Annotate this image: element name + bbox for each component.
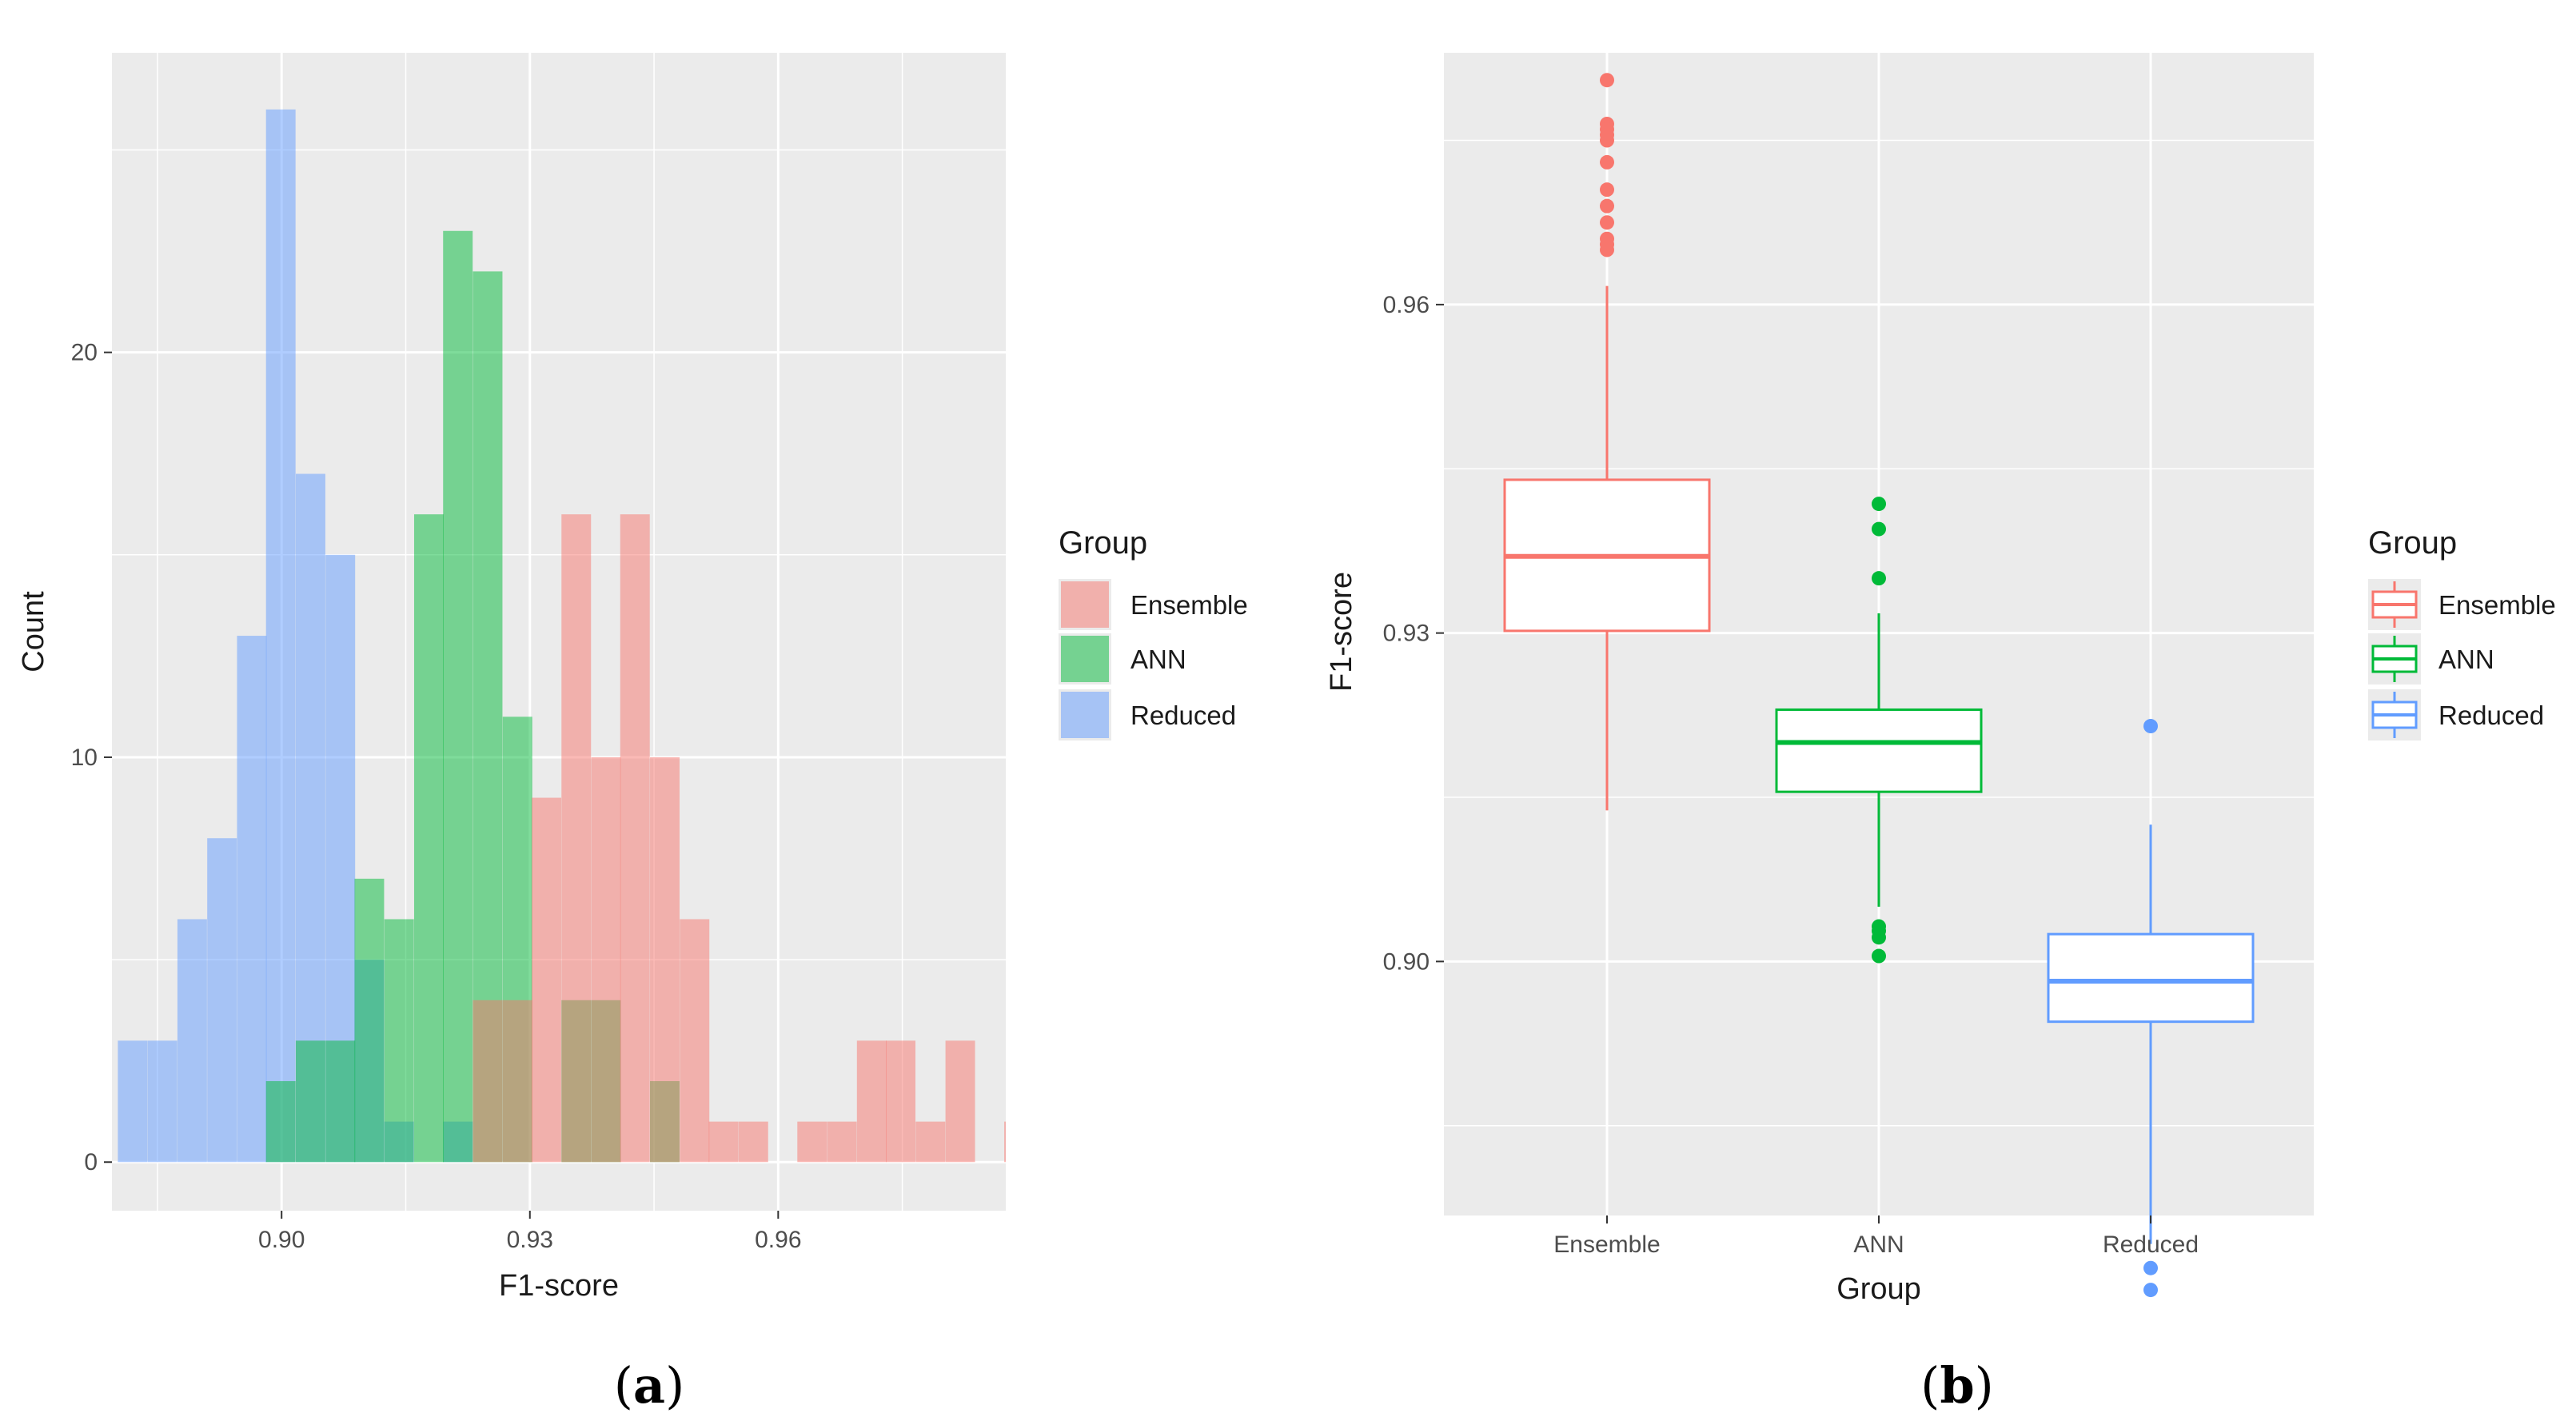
- histogram-bar-reduced: [177, 919, 207, 1163]
- histogram-legend: Group Ensemble ANN Reduced: [1059, 525, 1248, 740]
- boxplot-outlier-point: [1600, 198, 1614, 214]
- histogram-bar-reduced: [237, 636, 267, 1163]
- boxplot-legend-title: Group: [2368, 525, 2457, 561]
- histogram-bar-ann: [384, 919, 414, 1163]
- boxplot-x-tick-label: Reduced: [2103, 1231, 2199, 1258]
- boxplot-x-tick-label: Ensemble: [1553, 1231, 1660, 1258]
- histogram-bar-ensemble: [650, 756, 680, 1163]
- histogram-bar-ensemble: [708, 1121, 739, 1163]
- histogram-y-tick-label: 20: [71, 340, 98, 366]
- boxplot-y-axis-title: F1-score: [1325, 572, 1358, 692]
- boxplot-group-ensemble: [1503, 73, 1711, 811]
- histogram-bar-reduced: [147, 1040, 177, 1163]
- boxplot-outlier-point: [1872, 571, 1886, 586]
- boxplot-outlier-point: [2143, 1260, 2158, 1275]
- boxplot-legend-label-ann: ANN: [2438, 645, 2494, 674]
- histogram-legend-label-ensemble: Ensemble: [1130, 590, 1248, 620]
- histogram-bar-ensemble: [827, 1121, 857, 1163]
- boxplot-outlier-point: [1872, 948, 1886, 964]
- panel-label-a: (a): [614, 1356, 685, 1415]
- boxplot-group-ann: [1775, 497, 1983, 964]
- boxplot-boxes: [1503, 73, 2255, 1298]
- boxplot-y-tick-label: 0.90: [1383, 948, 1430, 975]
- boxplot-outlier-point: [1600, 242, 1614, 257]
- boxplot-legend-key-ensemble: [2368, 579, 2421, 630]
- boxplot-y-tick-label: 0.93: [1383, 621, 1430, 647]
- boxplot-box: [1775, 708, 1983, 793]
- boxplot-outlier-point: [1600, 215, 1614, 230]
- histogram-bar-ann: [265, 1080, 296, 1163]
- histogram-bar-reduced: [265, 109, 296, 1163]
- histogram-bar-ensemble: [620, 514, 650, 1163]
- histogram-bar-ensemble: [856, 1040, 887, 1163]
- histogram-legend-title: Group: [1059, 525, 1147, 561]
- histogram-bar-reduced: [207, 838, 237, 1163]
- histogram-bar-ensemble: [591, 756, 621, 1163]
- histogram-legend-swatch-ann: [1061, 636, 1109, 682]
- histogram-bar-ensemble: [738, 1121, 768, 1163]
- boxplot-legend: Group Ensemble ANN Reduced: [2368, 525, 2556, 740]
- histogram-y-axis-title: Count: [17, 591, 50, 673]
- boxplot-outlier-point: [1600, 182, 1614, 198]
- boxplot-outlier-point: [1872, 521, 1886, 537]
- boxplot-legend-label-ensemble: Ensemble: [2438, 590, 2556, 620]
- boxplot-outlier-point: [2143, 719, 2158, 734]
- histogram-x-tick-label: 0.90: [258, 1227, 305, 1253]
- histogram-minor-gridlines: [112, 53, 1006, 1211]
- histogram-bar-ensemble: [945, 1040, 975, 1163]
- boxplot-axis-ticks: 0.90 0.93 0.96 Ensemble ANN Reduced: [1383, 292, 2199, 1258]
- histogram-bar-ensemble: [561, 514, 592, 1163]
- histogram-bar-ann: [354, 878, 385, 1163]
- histogram-y-tick-label: 0: [84, 1149, 98, 1176]
- boxplot-y-tick-label: 0.96: [1383, 292, 1430, 318]
- histogram-bar-ann: [413, 514, 444, 1163]
- histogram-legend-swatch-reduced: [1061, 692, 1109, 738]
- histogram-bar-ensemble: [502, 1000, 532, 1163]
- boxplot-group-reduced: [2047, 719, 2255, 1298]
- boxplot-legend-label-reduced: Reduced: [2438, 701, 2544, 730]
- histogram-bar-ensemble: [680, 919, 710, 1163]
- boxplot-box: [2047, 932, 2255, 1024]
- histogram-bar-ann: [295, 1040, 325, 1163]
- boxplot-outlier-point: [1872, 497, 1886, 512]
- boxplot-legend-key-ann: [2368, 633, 2421, 685]
- histogram-bar-ensemble: [473, 1000, 503, 1163]
- histogram-legend-label-ann: ANN: [1130, 645, 1186, 674]
- histogram-bar-ann: [325, 1040, 356, 1163]
- boxplot-outlier-point: [1600, 154, 1614, 170]
- histogram-x-axis-title: F1-score: [499, 1269, 619, 1303]
- histogram-axis-ticks: 0.90 0.93 0.96 0 10 20: [71, 340, 802, 1253]
- boxplot-outlier-point: [1600, 133, 1614, 148]
- histogram-bar-ensemble: [915, 1121, 946, 1163]
- panel-label-b: (b): [1920, 1356, 1994, 1415]
- boxplot-legend-key-reduced: [2368, 689, 2421, 740]
- boxplot-outlier-point: [1600, 73, 1614, 88]
- histogram-x-tick-label: 0.93: [507, 1227, 553, 1253]
- boxplot-outlier-point: [2143, 1283, 2158, 1298]
- histogram-bar-ensemble: [1004, 1121, 1006, 1163]
- boxplot-outlier-point: [1872, 930, 1886, 945]
- histogram-legend-label-reduced: Reduced: [1130, 701, 1236, 730]
- histogram-chart: 0.90 0.93 0.96 0 10 20 Count F1-score Group E…: [17, 53, 1248, 1415]
- histogram-bar-ann: [443, 230, 473, 1163]
- boxplot-x-tick-label: ANN: [1853, 1231, 1904, 1258]
- histogram-bar-reduced: [118, 1040, 148, 1163]
- histogram-bars: [118, 109, 1006, 1163]
- boxplot-x-axis-title: Group: [1836, 1272, 1921, 1306]
- histogram-y-tick-label: 10: [71, 744, 98, 771]
- histogram-bar-ensemble: [797, 1121, 827, 1163]
- histogram-bar-ensemble: [531, 797, 561, 1163]
- histogram-legend-swatch-ensemble: [1061, 581, 1109, 628]
- histogram-x-tick-label: 0.96: [755, 1227, 801, 1253]
- histogram-bar-ensemble: [886, 1040, 916, 1163]
